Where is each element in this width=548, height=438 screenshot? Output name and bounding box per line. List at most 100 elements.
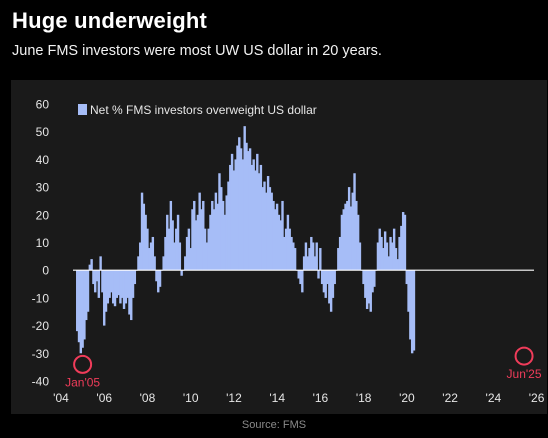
- bar: [220, 187, 223, 271]
- bar: [331, 270, 335, 298]
- legend-swatch: [78, 104, 87, 115]
- bar: [117, 270, 120, 296]
- x-tick-label: '26: [529, 391, 545, 405]
- bar: [86, 270, 90, 312]
- bar: [221, 200, 225, 271]
- bar-chart: 60 50 40 30 20 10 0 -10 -20 -30 -40 '04 '06 '08 '10 '1…: [32, 98, 545, 406]
- x-tick-label: '08: [140, 391, 156, 405]
- bar: [346, 200, 349, 271]
- bar: [101, 270, 104, 293]
- bar: [203, 228, 207, 271]
- bar: [310, 236, 313, 271]
- bar: [180, 270, 183, 276]
- bar: [358, 242, 362, 271]
- bar: [83, 270, 86, 340]
- bar: [391, 242, 394, 271]
- bar: [320, 270, 324, 285]
- x-tick-label: '10: [183, 391, 199, 405]
- bar: [344, 203, 347, 271]
- bar: [155, 270, 158, 282]
- bar: [166, 214, 169, 271]
- bar: [387, 256, 390, 271]
- bar: [270, 192, 273, 271]
- bar: [284, 228, 288, 271]
- bar: [304, 242, 308, 271]
- bar: [167, 228, 171, 271]
- bar: [81, 270, 84, 348]
- bar: [293, 248, 297, 271]
- bar: [400, 225, 403, 271]
- bar: [401, 212, 405, 271]
- bar: [106, 270, 110, 304]
- bar: [196, 214, 200, 271]
- bar: [126, 270, 129, 298]
- page-title: Huge underweight: [12, 8, 208, 33]
- bar: [382, 248, 385, 271]
- y-tick-label: 30: [36, 181, 50, 195]
- bar: [112, 270, 115, 304]
- y-tick-label: 20: [36, 208, 50, 222]
- bar: [403, 214, 407, 271]
- bar: [265, 192, 268, 271]
- bar: [205, 242, 209, 271]
- bar: [187, 228, 191, 271]
- y-axis-ticks: 60 50 40 30 20 10 0 -10 -20 -30 -40: [32, 98, 50, 389]
- bar: [398, 236, 401, 271]
- x-tick-label: '04: [53, 391, 69, 405]
- y-tick-label: -30: [32, 347, 50, 361]
- bar: [176, 214, 180, 271]
- bar: [214, 192, 218, 271]
- bar: [306, 256, 309, 271]
- bar: [275, 203, 279, 271]
- bar: [380, 236, 383, 271]
- bar: [385, 242, 389, 271]
- y-tick-label: 50: [36, 125, 50, 139]
- bar: [412, 270, 416, 351]
- bar: [85, 270, 88, 321]
- bar: [104, 270, 108, 312]
- bar: [88, 264, 92, 271]
- bar: [90, 259, 93, 271]
- bar: [337, 248, 340, 271]
- annotations: Jan'05 Jun'25: [65, 346, 542, 389]
- bar: [376, 242, 380, 271]
- bar: [338, 236, 342, 271]
- bar: [263, 181, 266, 271]
- bar: [328, 270, 331, 304]
- bar: [409, 270, 412, 340]
- bar: [121, 270, 124, 298]
- bar: [158, 270, 162, 287]
- bar: [356, 214, 360, 271]
- bar: [266, 176, 270, 271]
- bar: [349, 206, 353, 271]
- bar: [97, 270, 101, 298]
- bar: [209, 214, 212, 271]
- bar: [193, 200, 196, 271]
- y-tick-label: -40: [32, 375, 50, 389]
- bar: [171, 220, 174, 271]
- bar: [124, 270, 128, 304]
- bar: [274, 209, 277, 271]
- bar: [319, 248, 322, 271]
- bar: [308, 248, 311, 271]
- bar: [146, 228, 149, 271]
- bar: [94, 270, 97, 293]
- bar: [211, 200, 214, 271]
- bar-series: [76, 126, 416, 354]
- bar: [144, 214, 147, 271]
- bar: [297, 270, 300, 279]
- bar: [239, 148, 243, 271]
- bar: [212, 209, 216, 271]
- bar: [76, 270, 79, 332]
- legend-label: Net % FMS investors overweight US dollar: [90, 103, 317, 117]
- bar: [311, 242, 315, 271]
- bar: [333, 270, 336, 285]
- bar: [175, 228, 178, 271]
- bar: [371, 270, 374, 293]
- bar: [241, 159, 245, 271]
- bar: [243, 126, 246, 271]
- y-tick-label: -20: [32, 319, 50, 333]
- y-tick-label: 40: [36, 153, 50, 167]
- y-tick-label: -10: [32, 291, 50, 305]
- bar: [185, 236, 189, 271]
